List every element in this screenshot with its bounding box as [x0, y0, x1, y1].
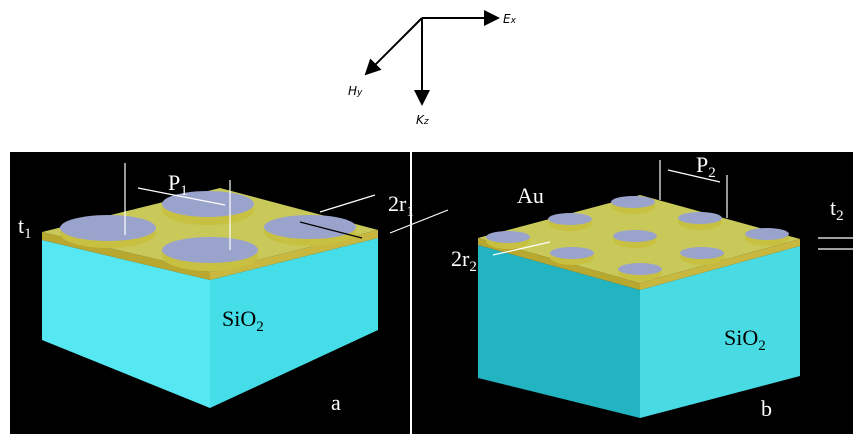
text-part: SiO — [222, 306, 256, 331]
axes — [366, 18, 498, 104]
text-part: 2r — [451, 246, 470, 271]
panel-label: a — [331, 390, 341, 415]
metal-label: Au — [517, 183, 544, 208]
text-part: 1 — [24, 226, 32, 242]
text-part: 2 — [256, 319, 264, 335]
text-part: 2 — [836, 208, 844, 224]
kz-label: Kz — [416, 113, 429, 127]
panel-label: b — [761, 396, 772, 421]
text-part: x — [510, 16, 517, 26]
text-part: P — [168, 170, 180, 195]
ex-label: Ex — [503, 12, 517, 26]
text-part: 2 — [758, 338, 766, 354]
figure: Ex Hy Kz P1 2r1 t1 SiO2 a — [0, 0, 853, 434]
text-part: z — [423, 117, 429, 127]
text-part: 2r — [388, 191, 407, 216]
text-part: H — [348, 84, 357, 98]
text-part: y — [356, 88, 363, 98]
text-part: 2 — [469, 259, 477, 275]
text-part: P — [696, 152, 708, 177]
text-part: SiO — [724, 325, 758, 350]
text-part: 1 — [180, 183, 188, 199]
text-part: 2 — [708, 165, 716, 181]
text-part: 1 — [406, 204, 414, 220]
hy-arrow — [366, 18, 422, 74]
hy-label: Hy — [348, 84, 363, 98]
